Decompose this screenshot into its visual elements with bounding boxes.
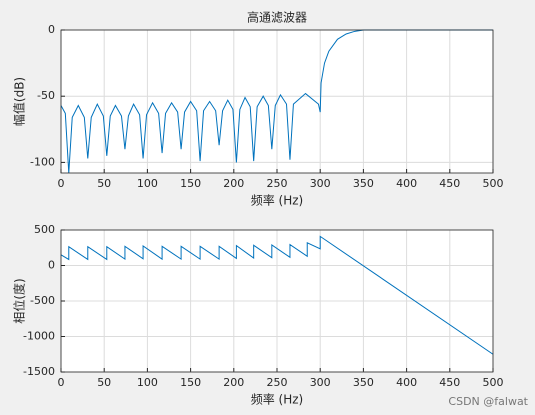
x-tick-label: 250 <box>267 177 288 190</box>
x-tick-label: 500 <box>483 177 504 190</box>
x-axis-label: 频率 (Hz) <box>251 193 304 208</box>
x-tick-label: 400 <box>396 177 417 190</box>
x-tick-label: 350 <box>353 177 374 190</box>
y-tick-label: 0 <box>48 259 55 272</box>
y-tick-label: 500 <box>34 223 55 236</box>
x-tick-label: 150 <box>180 177 201 190</box>
x-tick-label: 150 <box>180 376 201 389</box>
y-tick-label: -100 <box>30 155 55 168</box>
x-tick-label: 500 <box>483 376 504 389</box>
x-tick-label: 0 <box>58 376 65 389</box>
x-tick-label: 0 <box>58 177 65 190</box>
x-tick-label: 50 <box>97 376 111 389</box>
x-tick-label: 300 <box>310 177 331 190</box>
x-tick-label: 300 <box>310 376 331 389</box>
x-tick-label: 100 <box>137 177 158 190</box>
x-tick-label: 450 <box>439 177 460 190</box>
x-tick-label: 350 <box>353 376 374 389</box>
axes-box <box>60 29 494 174</box>
x-tick-label: 400 <box>396 376 417 389</box>
data-line <box>60 235 494 355</box>
y-axis-label: 相位(度) <box>12 278 27 323</box>
y-axis-label: 幅值(dB) <box>12 77 27 126</box>
x-tick-label: 200 <box>223 376 244 389</box>
y-tick-label: -1500 <box>23 365 55 378</box>
axes-box <box>60 229 494 373</box>
y-tick-label: -1000 <box>23 330 55 343</box>
y-tick-label: 0 <box>48 23 55 36</box>
chart-title: 高通滤波器 <box>247 10 307 25</box>
x-tick-label: 250 <box>267 376 288 389</box>
data-line <box>60 29 493 174</box>
y-tick-label: -500 <box>30 294 55 307</box>
y-tick-label: -50 <box>37 89 55 102</box>
x-tick-label: 100 <box>137 376 158 389</box>
x-tick-label: 50 <box>97 177 111 190</box>
x-tick-label: 200 <box>223 177 244 190</box>
x-tick-label: 450 <box>439 376 460 389</box>
watermark: CSDN @falwat <box>448 395 528 408</box>
x-axis-label: 频率 (Hz) <box>251 392 304 407</box>
